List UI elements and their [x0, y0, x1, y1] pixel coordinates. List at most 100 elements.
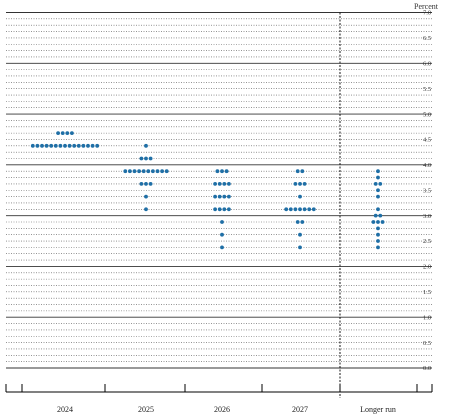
participant-dot	[284, 207, 289, 212]
participant-dot	[376, 220, 380, 224]
participant-dot	[298, 194, 302, 199]
participant-dot	[53, 143, 58, 148]
participant-dot	[378, 182, 383, 186]
participant-dot	[227, 194, 231, 199]
x-category-label: 2026	[214, 405, 230, 414]
participant-dot	[376, 194, 380, 199]
participant-dot	[139, 156, 144, 161]
participant-dot	[376, 175, 380, 180]
participant-dot	[293, 182, 298, 186]
participant-dot	[311, 207, 316, 212]
participant-dot	[67, 143, 72, 148]
dots-layer	[30, 131, 385, 250]
y-tick-label: 5.5	[423, 86, 431, 93]
participant-dot	[302, 207, 307, 212]
participant-dot	[213, 182, 218, 186]
y-tick-label: 4.5	[423, 137, 431, 144]
participant-dot	[298, 245, 302, 250]
y-tick-label: 4.0	[423, 162, 431, 169]
participant-dot	[141, 169, 146, 174]
y-tick-label: 0.0	[423, 365, 431, 372]
participant-dot	[132, 169, 137, 174]
participant-dot	[144, 207, 148, 212]
participant-dot	[220, 220, 224, 224]
y-tick-label: 2.5	[423, 238, 431, 245]
participant-dot	[298, 207, 302, 212]
x-category-label: 2027	[292, 405, 308, 414]
participant-dot	[164, 169, 169, 174]
participant-dot	[72, 143, 77, 148]
participant-dot	[217, 207, 222, 212]
participant-dot	[376, 207, 380, 212]
participant-dot	[65, 131, 70, 136]
participant-dot	[376, 245, 380, 250]
participant-dot	[376, 239, 380, 243]
y-tick-label: 7.0	[423, 10, 431, 17]
participant-dot	[376, 226, 380, 231]
participant-dot	[300, 169, 305, 174]
participant-dot	[293, 207, 298, 212]
participant-dot	[288, 207, 293, 212]
participant-dot	[146, 169, 151, 174]
participant-dot	[222, 182, 227, 186]
participant-dot	[148, 156, 153, 161]
participant-dot	[217, 194, 222, 199]
participant-dot	[220, 245, 224, 250]
participant-dot	[295, 220, 300, 224]
participant-dot	[220, 169, 224, 174]
participant-dot	[220, 232, 224, 237]
participant-dot	[90, 143, 95, 148]
participant-dot	[298, 182, 302, 186]
participant-dot	[56, 131, 60, 136]
participant-dot	[35, 143, 40, 148]
participant-dot	[380, 220, 385, 224]
participant-dot	[44, 143, 49, 148]
participant-dot	[217, 182, 222, 186]
participant-dot	[70, 131, 74, 136]
y-tick-label: 6.0	[423, 60, 431, 67]
participant-dot	[373, 213, 378, 218]
y-tick-label: 5.0	[423, 111, 431, 118]
participant-dot	[49, 143, 54, 148]
participant-dot	[307, 207, 312, 212]
y-axis-unit-label: Percent	[414, 2, 439, 11]
participant-dot	[376, 188, 380, 193]
axis-layer: 0.0 0.5 1.0 1.5 2.0 2.5 3.0 3.5 4.0 4.5 5.0 5.5 6.0 6…	[5, 10, 433, 414]
y-tick-label: 0.5	[423, 340, 431, 347]
participant-dot	[60, 131, 65, 136]
participant-dot	[151, 169, 155, 174]
participant-dot	[213, 194, 218, 199]
participant-dot	[224, 169, 229, 174]
participant-dot	[137, 169, 142, 174]
participant-dot	[76, 143, 81, 148]
y-tick-label: 3.0	[423, 213, 431, 220]
y-tick-label: 2.0	[423, 264, 431, 271]
participant-dot	[86, 143, 90, 148]
participant-dot	[63, 143, 67, 148]
participant-dot	[58, 143, 63, 148]
participant-dot	[222, 194, 227, 199]
y-tick-label: 1.0	[423, 314, 431, 321]
participant-dot	[160, 169, 165, 174]
participant-dot	[298, 232, 302, 237]
participant-dot	[227, 207, 231, 212]
participant-dot	[127, 169, 132, 174]
participant-dot	[144, 143, 148, 148]
participant-dot	[30, 143, 35, 148]
participant-dot	[81, 143, 86, 148]
participant-dot	[376, 232, 380, 237]
participant-dot	[300, 220, 305, 224]
participant-dot	[302, 182, 307, 186]
x-category-label: 2024	[57, 405, 73, 414]
participant-dot	[295, 169, 300, 174]
participant-dot	[215, 169, 220, 174]
participant-dot	[95, 143, 100, 148]
x-category-label: 2025	[138, 405, 154, 414]
y-tick-label: 1.5	[423, 289, 431, 296]
participant-dot	[144, 156, 148, 161]
participant-dot	[222, 207, 227, 212]
participant-dot	[144, 182, 148, 186]
participant-dot	[155, 169, 160, 174]
participant-dot	[213, 207, 218, 212]
participant-dot	[378, 213, 383, 218]
